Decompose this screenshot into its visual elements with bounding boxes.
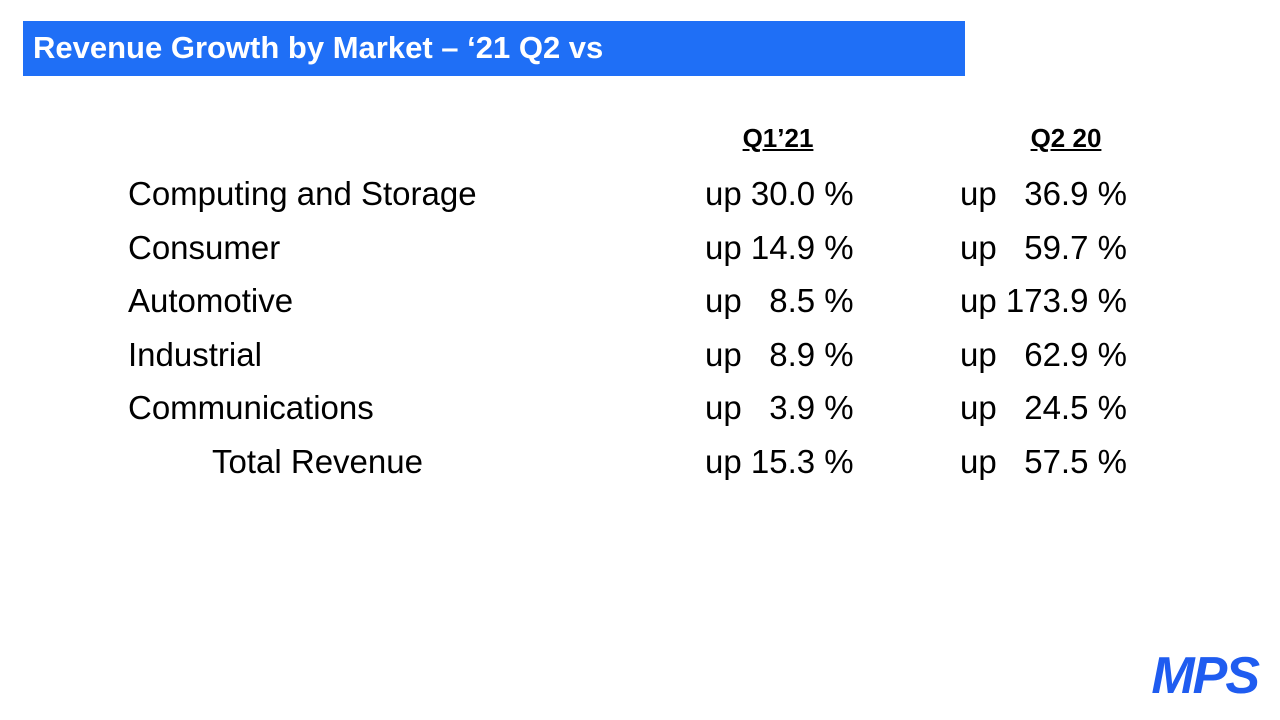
total-label: Total Revenue: [212, 443, 423, 480]
value-cell: up 14.9 %: [705, 228, 854, 266]
row-label: Industrial: [128, 335, 262, 373]
column-header: Q1’21: [742, 123, 814, 153]
column-header: Q2 20: [1030, 123, 1102, 153]
value-cell: up 36.9 %: [960, 175, 1127, 212]
value-cell: up 24.5 %: [960, 389, 1127, 427]
row-label: Automotive: [128, 282, 294, 320]
value-cell: up 59.7 %: [960, 228, 1127, 266]
value-cell: up 62.9 %: [960, 335, 1127, 373]
value-cell: up 15.3 %: [705, 443, 854, 480]
value-cell: up 8.5 %: [705, 282, 854, 320]
title-bar: [23, 21, 965, 76]
value-cell: up 8.9 %: [705, 335, 854, 373]
row-label: Consumer: [128, 228, 281, 266]
logo: MPS: [1151, 647, 1260, 705]
row-label: Communications: [128, 389, 374, 427]
value-cell: up 57.5 %: [960, 443, 1127, 480]
value-cell: up 173.9 %: [960, 282, 1127, 320]
value-cell: up 3.9 %: [705, 389, 854, 427]
value-cell: up 30.0 %: [705, 175, 854, 212]
slide-title: Revenue Growth by Market – ‘21 Q2 vs: [33, 30, 604, 65]
row-label: Computing and Storage: [128, 175, 477, 212]
